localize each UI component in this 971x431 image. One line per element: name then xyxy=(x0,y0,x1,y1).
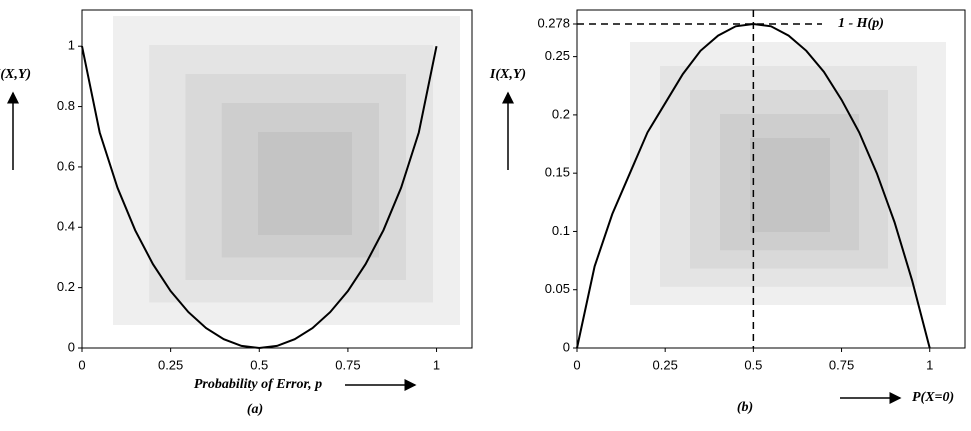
annotation: 1 - H(p) xyxy=(838,16,884,31)
x-tick-label: 1 xyxy=(926,357,933,372)
caption: (a) xyxy=(247,402,263,417)
y-tick-label: 0.25 xyxy=(545,48,570,63)
y-tick-label: 0.4 xyxy=(57,219,75,234)
y-tick-label: 0.2 xyxy=(552,106,570,121)
x-axis-label: P(X=0) xyxy=(912,390,954,405)
y-tick-label: 0 xyxy=(68,339,75,354)
y-tick-label: 0.8 xyxy=(57,98,75,113)
plot-frame xyxy=(81,9,473,349)
curve xyxy=(81,45,438,350)
x-tick-label: 0.25 xyxy=(653,357,678,372)
background-shade xyxy=(750,138,830,232)
y-tick-label: 1 xyxy=(68,38,75,53)
y-tick-label: 0.05 xyxy=(545,281,570,296)
y-axis-label: I(X,Y) xyxy=(0,67,31,82)
x-tick-label: 0.75 xyxy=(335,357,360,372)
x-tick-label: 0 xyxy=(573,357,580,372)
x-tick-label: 1 xyxy=(433,357,440,372)
x-tick-label: 0 xyxy=(78,357,85,372)
y-tick-label: 0.2 xyxy=(57,279,75,294)
x-tick-label: 0.5 xyxy=(250,357,268,372)
plot-frame xyxy=(576,9,966,349)
x-tick-label: 0.75 xyxy=(829,357,854,372)
y-axis-label: I(X,Y) xyxy=(489,67,526,82)
y-tick-label: 0.6 xyxy=(57,158,75,173)
curve xyxy=(576,22,931,349)
x-axis-label: Probability of Error, p xyxy=(194,377,322,392)
y-tick-label: 0.1 xyxy=(552,223,570,238)
x-tick-label: 0.25 xyxy=(158,357,183,372)
y-tick-label: 0.278 xyxy=(537,15,570,30)
y-tick-label: 0.15 xyxy=(545,165,570,180)
caption: (b) xyxy=(737,400,753,415)
y-tick-label: 0 xyxy=(563,339,570,354)
background-shade xyxy=(258,132,352,235)
x-tick-label: 0.5 xyxy=(744,357,762,372)
